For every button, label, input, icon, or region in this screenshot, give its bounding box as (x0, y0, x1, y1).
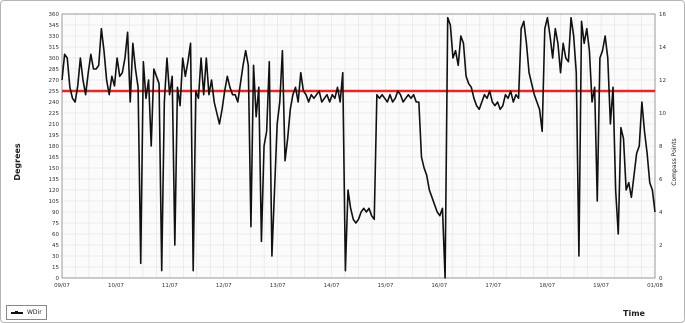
x-tick-label: 15/07 (378, 283, 394, 289)
y-tick-label: 240 (49, 100, 60, 106)
plot-border (61, 13, 656, 279)
series-lines (61, 16, 656, 279)
y-tick-label: 105 (49, 199, 60, 205)
x-tick-label: 12/07 (216, 283, 232, 289)
y2-tick-label: 2 (659, 243, 663, 249)
y-tick-label: 165 (49, 155, 60, 161)
y-tick-label: 30 (52, 254, 59, 260)
legend: WDir (6, 305, 47, 320)
series-line-wdir (61, 16, 656, 279)
y2-tick-labels: 0 2 4 6 8 10 12 14 16 (659, 12, 666, 282)
y2-tick-label: 0 (659, 276, 663, 282)
x-tick-label: 16/07 (431, 283, 447, 289)
x-tick-label: 13/07 (270, 283, 286, 289)
x-tick-label: 17/07 (485, 283, 501, 289)
y-tick-label: 45 (52, 243, 59, 249)
x-tick-label: 01/08 (647, 283, 663, 289)
y2-tick-label: 12 (659, 78, 666, 84)
y-tick-label: 75 (52, 221, 59, 227)
y-tick-label: 300 (49, 56, 60, 62)
y-tick-label: 210 (49, 122, 60, 128)
y2-tick-label: 10 (659, 111, 666, 117)
y-tick-label: 315 (49, 45, 60, 51)
x-tick-label: 18/07 (539, 283, 555, 289)
y-tick-label: 195 (49, 133, 60, 139)
y2-tick-label: 8 (659, 144, 663, 150)
x-tick-labels: 09/07 10/07 11/07 12/07 13/07 14/07 15/07 16/07… (54, 283, 663, 289)
y-tick-label: 180 (49, 144, 60, 150)
y-tick-label: 150 (49, 166, 60, 172)
y-tick-label: 225 (49, 111, 60, 117)
y-tick-label: 270 (49, 78, 60, 84)
x-tick-label: 10/07 (108, 283, 124, 289)
y-tick-label: 90 (52, 210, 59, 216)
y2-tick-label: 14 (659, 45, 666, 51)
y-axis-label: Degrees (13, 143, 22, 181)
y-tick-label: 0 (56, 276, 60, 282)
y-tick-label: 15 (52, 265, 59, 271)
y-tick-label: 330 (49, 34, 60, 40)
x-tick-label: 19/07 (593, 283, 609, 289)
y-tick-label: 345 (49, 23, 60, 29)
y-tick-label: 255 (49, 89, 60, 95)
y-tick-label: 285 (49, 67, 60, 73)
y2-axis-label: Compass Points (671, 138, 678, 185)
legend-label: WDir (27, 309, 42, 316)
x-tick-label: 09/07 (54, 283, 70, 289)
x-axis-label: Time (623, 309, 646, 318)
y-tick-label: 120 (49, 188, 60, 194)
y2-tick-label: 4 (659, 210, 663, 216)
y2-tick-label: 6 (659, 177, 663, 183)
y-tick-label: 60 (52, 232, 59, 238)
x-tick-label: 14/07 (324, 283, 340, 289)
y-tick-labels: 0 15 30 45 60 75 90 105 120 135 150 165 180 195 210 225… (49, 12, 60, 282)
y2-tick-label: 16 (659, 12, 666, 18)
y-tick-label: 135 (49, 177, 60, 183)
y-tick-label: 360 (49, 12, 60, 18)
x-tick-label: 11/07 (162, 283, 178, 289)
legend-swatch (11, 310, 23, 314)
